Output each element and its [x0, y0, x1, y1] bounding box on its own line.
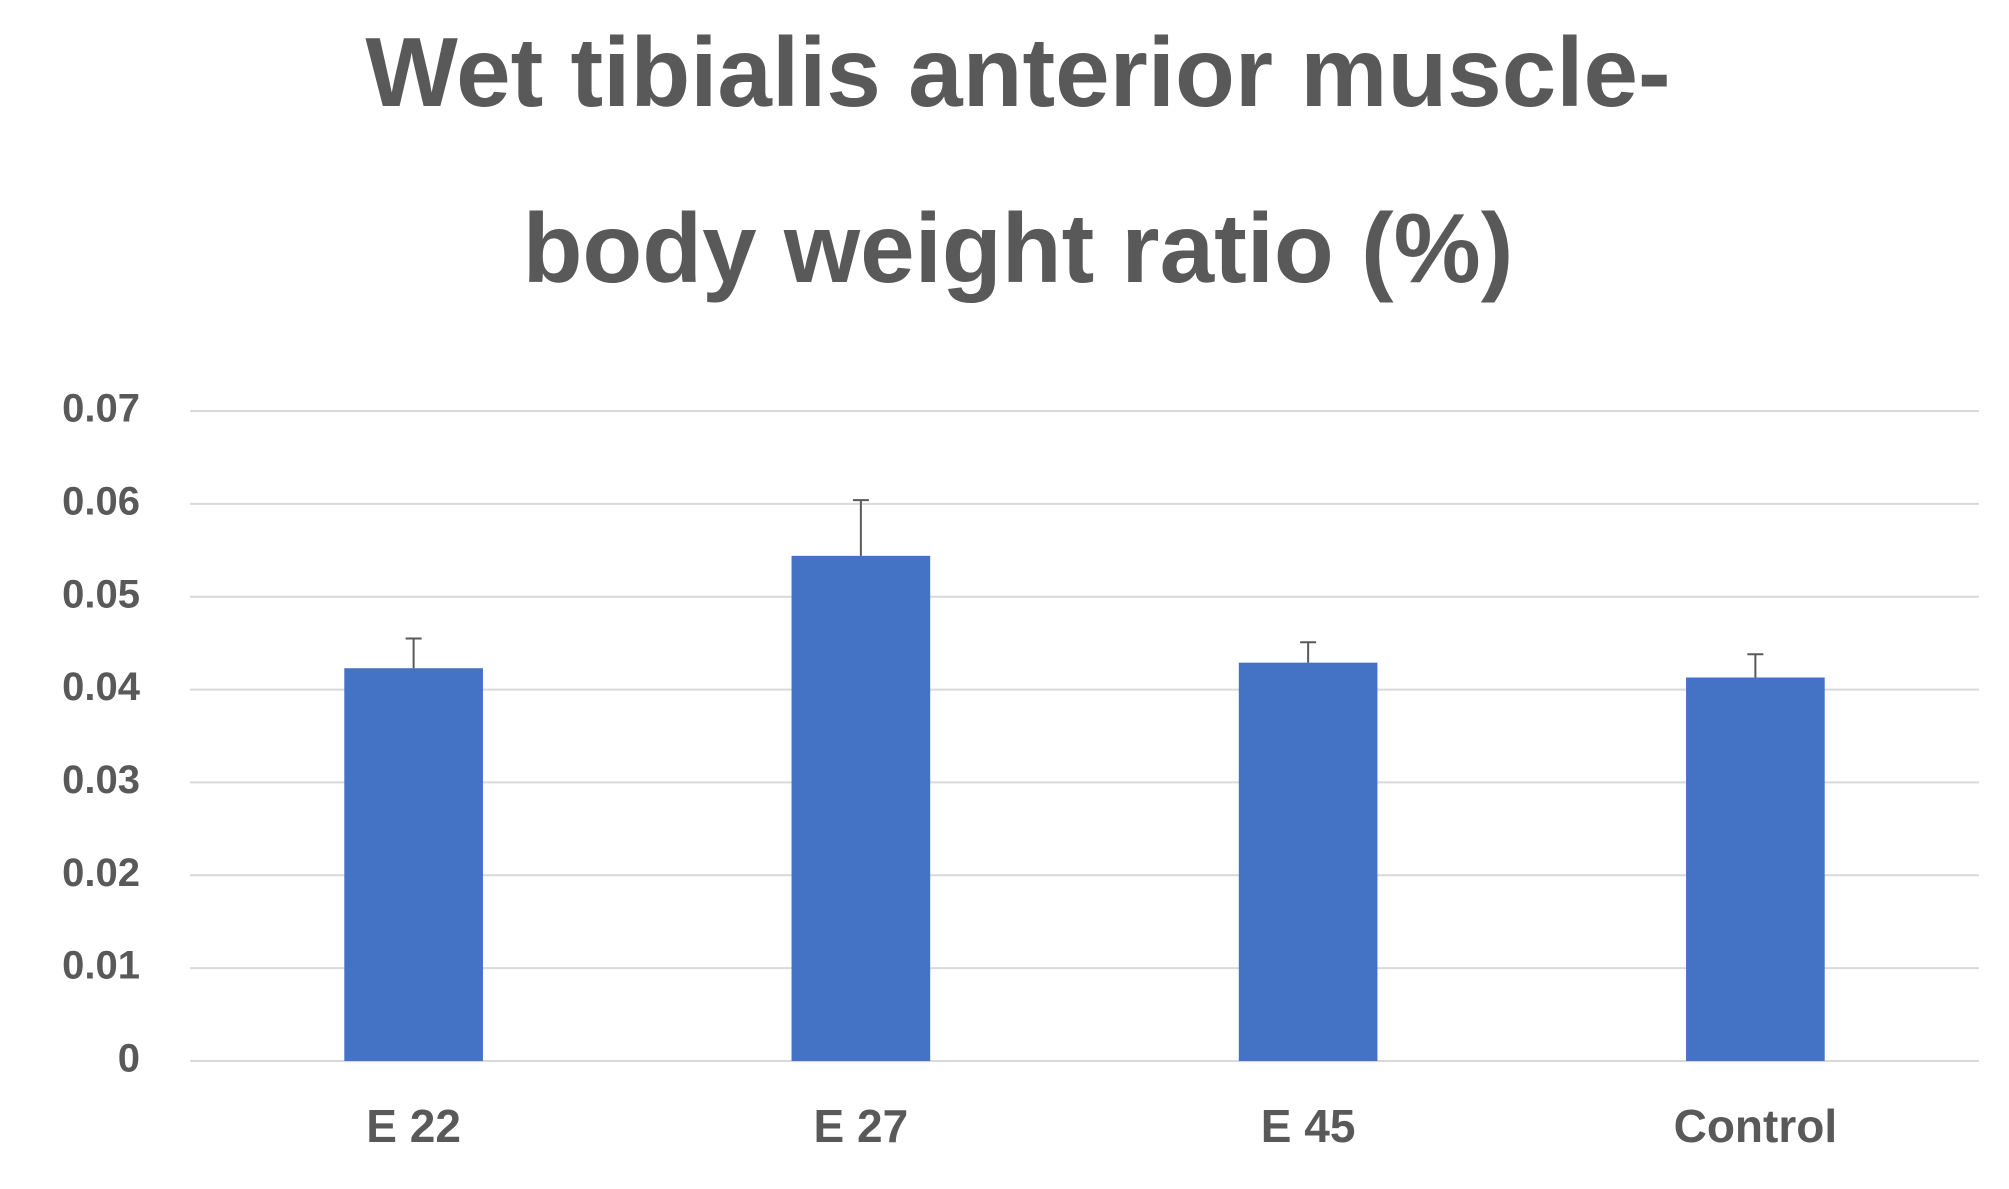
bar: [344, 668, 483, 1061]
y-tick-label: 0.05: [62, 572, 140, 616]
x-tick-label: E 27: [814, 1100, 909, 1152]
y-tick-label: 0.03: [62, 758, 140, 802]
y-tick-label: 0.07: [62, 387, 140, 431]
x-tick-label: E 45: [1261, 1100, 1356, 1152]
y-tick-label: 0: [118, 1037, 140, 1081]
y-tick-label: 0.02: [62, 851, 140, 895]
bar: [791, 555, 931, 1061]
y-tick-label: 0.01: [62, 944, 140, 988]
y-tick-label: 0.06: [62, 479, 140, 523]
x-tick-label: E 22: [366, 1100, 461, 1152]
bar: [1238, 662, 1378, 1061]
chart-title: body weight ratio (%): [523, 193, 1514, 303]
chart-title: Wet tibialis anterior muscle-: [365, 17, 1670, 127]
y-tick-label: 0.04: [62, 665, 141, 709]
bar: [1686, 677, 1825, 1061]
x-tick-label: Control: [1674, 1100, 1838, 1152]
